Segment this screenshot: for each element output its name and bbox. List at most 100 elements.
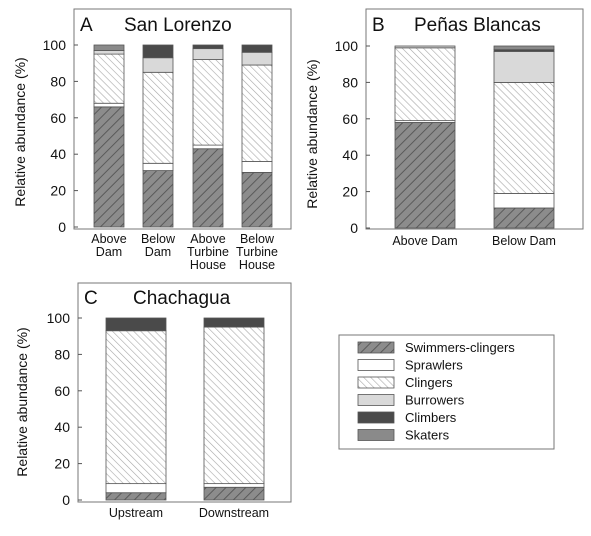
bar-segment-sprawlers <box>105 483 167 494</box>
bar-segment-sprawlers <box>203 483 265 488</box>
y-tick-label: 40 <box>50 146 66 162</box>
bar-segment-swimmers-clingers <box>105 492 167 501</box>
y-tick-label: 80 <box>50 73 66 89</box>
y-tick-label: 100 <box>47 310 71 326</box>
bar-segment-clingers <box>192 59 224 146</box>
bar-segment-sprawlers <box>493 193 555 209</box>
bar-segment-sprawlers <box>241 161 273 173</box>
panel-a-bars <box>93 44 273 228</box>
panel-b-y-axis: 0 20 40 60 80 100 <box>335 38 370 236</box>
panel-c: C Chachagua Relative abundance (%) 0 20 40… <box>14 282 292 520</box>
y-tick-label: 40 <box>54 419 70 435</box>
y-tick-label: 60 <box>54 383 70 399</box>
bar-segment-swimmers-clingers <box>493 207 555 229</box>
y-tick-label: 60 <box>342 111 358 127</box>
legend-swatch-burrowers <box>357 394 395 406</box>
legend: Swimmers-clingers Sprawlers Clingers Burrow… <box>338 334 555 450</box>
x-category-label: Downstream <box>199 506 269 520</box>
bar-segment-skaters <box>93 44 125 51</box>
panel-a-ylabel: Relative abundance (%) <box>12 57 28 206</box>
legend-items: Swimmers-clingers Sprawlers Clingers Burrow… <box>357 340 515 443</box>
bar-segment-clingers <box>203 326 265 485</box>
legend-label: Climbers <box>405 410 457 425</box>
x-category-label: Upstream <box>109 506 163 520</box>
legend-swatch-sprawlers <box>357 359 395 371</box>
y-tick-label: 0 <box>62 492 70 508</box>
panel-c-letter: C <box>84 288 98 309</box>
x-category-label: Below Turbine House <box>236 232 278 272</box>
legend-frame <box>338 334 555 450</box>
panel-b-x-labels: Above Dam Below Dam <box>392 234 556 248</box>
bar-segment-climbers <box>142 44 174 59</box>
panel-c-ylabel: Relative abundance (%) <box>14 327 30 476</box>
panel-c-x-labels: Upstream Downstream <box>109 506 269 520</box>
x-category-label: Above Turbine House <box>187 232 229 272</box>
panel-a-title: San Lorenzo <box>124 15 232 36</box>
bar-segment-burrowers <box>142 57 174 73</box>
bar-segment-sprawlers <box>142 162 174 171</box>
panel-a-y-axis: 0 20 40 60 80 100 <box>43 37 78 235</box>
bar-segment-climbers <box>203 317 265 328</box>
bar-segment-clingers <box>241 64 273 162</box>
panel-c-bars <box>105 317 265 501</box>
bar-segment-clingers <box>142 71 174 164</box>
bar-segment-clingers <box>93 53 125 104</box>
panel-a-letter: A <box>80 15 93 36</box>
panel-b-title: Peñas Blancas <box>414 15 541 36</box>
y-tick-label: 80 <box>342 74 358 90</box>
y-tick-label: 0 <box>58 219 66 235</box>
bar-segment-burrowers <box>493 51 555 83</box>
legend-label: Clingers <box>405 375 453 390</box>
y-tick-label: 0 <box>350 220 358 236</box>
y-tick-label: 40 <box>342 147 358 163</box>
bar-segment-burrowers <box>192 48 224 60</box>
y-tick-label: 80 <box>54 346 70 362</box>
y-tick-label: 20 <box>54 456 70 472</box>
y-tick-label: 100 <box>335 38 359 54</box>
bar-segment-clingers <box>493 82 555 194</box>
panel-c-frame <box>77 282 292 503</box>
x-category-label: Below Dam <box>492 234 556 248</box>
x-category-label: Above Dam <box>392 234 457 248</box>
bar-segment-sprawlers <box>93 102 125 108</box>
legend-swatch-clingers <box>357 376 395 389</box>
y-tick-label: 60 <box>50 110 66 126</box>
bar-segment-clingers <box>105 330 167 485</box>
panel-a: A San Lorenzo Relative abundance (%) 0 20… <box>12 8 292 272</box>
legend-swatch-swimmers-clingers <box>357 341 395 354</box>
panel-c-y-axis: 0 20 40 60 80 100 <box>47 310 82 508</box>
x-category-label: Below Dam <box>141 232 176 259</box>
bar-segment-swimmers-clingers <box>93 106 125 228</box>
legend-label: Skaters <box>405 428 450 443</box>
bar-segment-burrowers <box>394 45 456 49</box>
panel-b-letter: B <box>372 15 385 36</box>
panel-b-bars <box>394 45 555 229</box>
bar-segment-burrowers <box>241 51 273 66</box>
legend-label: Burrowers <box>405 393 465 408</box>
bar-segment-climbers <box>105 317 167 332</box>
bar-segment-swimmers-clingers <box>203 486 265 501</box>
panel-a-frame <box>73 8 292 230</box>
panel-b-ylabel: Relative abundance (%) <box>304 59 320 208</box>
y-tick-label: 20 <box>342 184 358 200</box>
panel-b: B Peñas Blancas Relative abundance (%) 0… <box>304 8 584 248</box>
bar-segment-climbers <box>192 44 224 50</box>
legend-swatch-skaters <box>357 429 395 441</box>
legend-swatch-climbers <box>357 411 395 424</box>
bar-segment-swimmers-clingers <box>192 148 224 228</box>
bar-segment-swimmers-clingers <box>241 171 273 228</box>
legend-label: Sprawlers <box>405 358 463 373</box>
bar-segment-sprawlers <box>192 144 224 150</box>
bar-segment-swimmers-clingers <box>142 170 174 228</box>
panel-c-title: Chachagua <box>133 288 231 309</box>
bar-segment-skaters <box>493 45 555 51</box>
bar-segment-swimmers-clingers <box>394 122 456 229</box>
bar-segment-burrowers <box>93 50 125 55</box>
y-tick-label: 100 <box>43 37 67 53</box>
legend-label: Swimmers-clingers <box>405 340 515 355</box>
x-category-label: Above Dam <box>91 232 126 259</box>
bar-segment-climbers <box>241 44 273 53</box>
bar-segment-clingers <box>394 47 456 122</box>
